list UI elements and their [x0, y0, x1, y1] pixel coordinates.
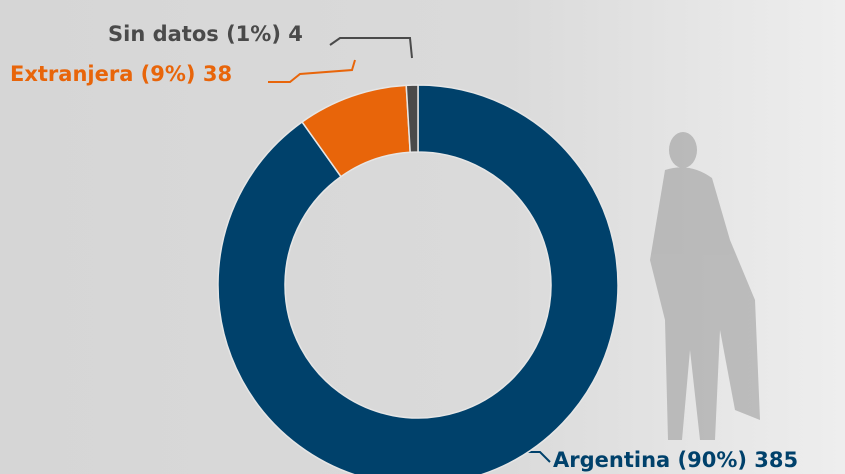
slice-label: Sin datos (1%) 4 — [108, 22, 303, 46]
slice-label: Argentina (90%) 385 — [553, 448, 798, 472]
slice-label: Extranjera (9%) 38 — [10, 62, 232, 86]
chart: Argentina (90%) 385 Extranjera (9%) 38 S… — [0, 0, 845, 474]
